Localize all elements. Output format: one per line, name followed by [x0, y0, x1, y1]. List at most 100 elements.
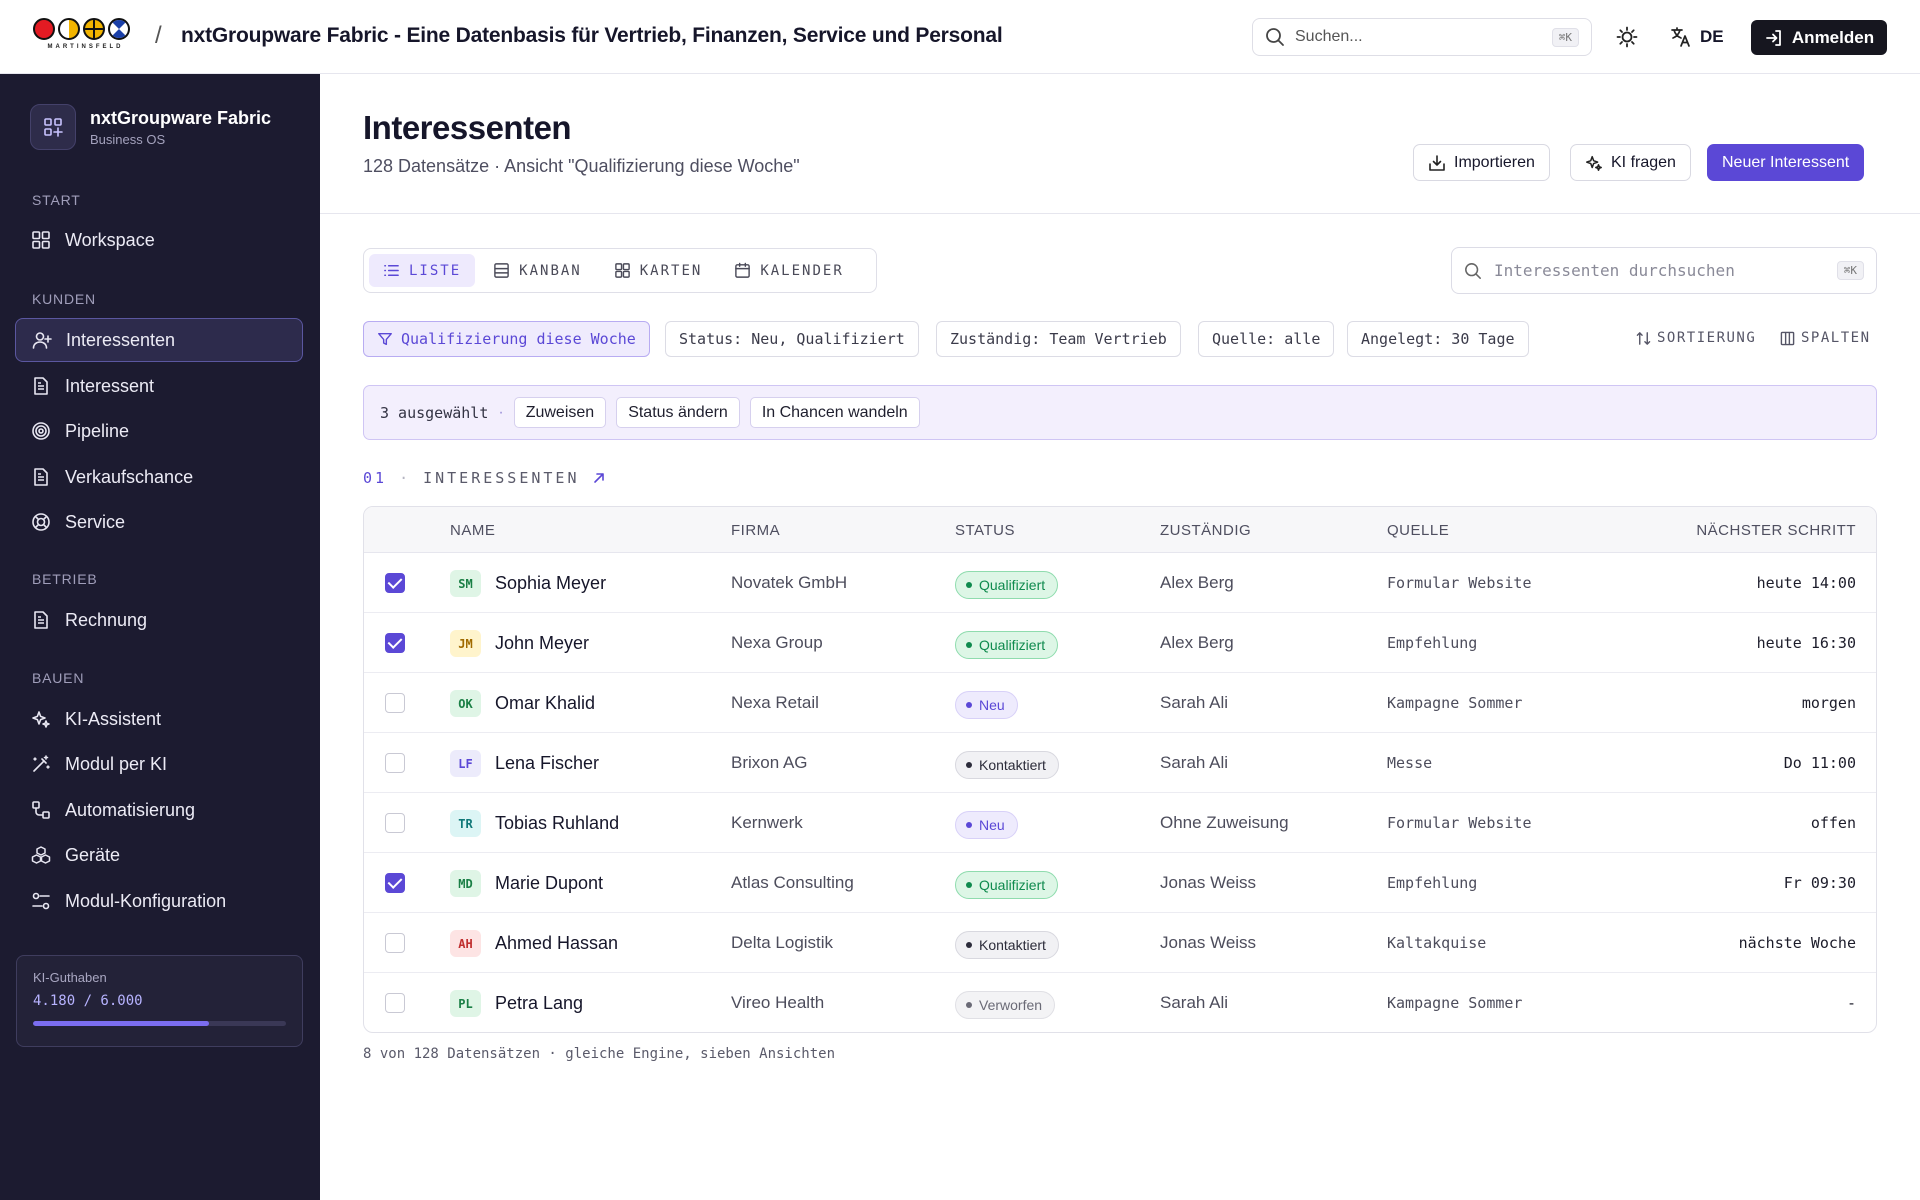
logo-wordmark: MARTINSFELD	[47, 44, 124, 50]
assign-button[interactable]: Zuweisen	[513, 397, 607, 428]
table-row[interactable]: TR Tobias Ruhland Kernwerk Neu Ohne Zuweisun…	[364, 793, 1876, 853]
filter-owner-chip[interactable]: Zuständig: Team Vertrieb	[936, 321, 1181, 357]
theme-toggle-button[interactable]	[1612, 22, 1642, 52]
lead-company: Vireo Health	[731, 993, 825, 1012]
column-header-name[interactable]: NAME	[450, 522, 496, 539]
lead-source: Kampagne Sommer	[1387, 694, 1523, 712]
row-checkbox[interactable]	[385, 993, 405, 1013]
table-row[interactable]: AH Ahmed Hassan Delta Logistik Kontaktiert J…	[364, 913, 1876, 973]
search-shortcut: ⌘K	[1551, 27, 1579, 47]
workspace-switcher[interactable]: nxtGroupware Fabric Business OS	[30, 104, 271, 150]
leads-search-input[interactable]: Interessenten durchsuchen ⌘K	[1451, 247, 1877, 294]
row-checkbox[interactable]	[385, 633, 405, 653]
lead-company: Novatek GmbH	[731, 573, 848, 592]
sidebar-item-modul-konfiguration[interactable]: Modul-Konfiguration	[15, 879, 303, 923]
lead-next-step: morgen	[1801, 694, 1856, 712]
workspace-subtitle: Business OS	[90, 131, 166, 147]
lead-name[interactable]: Petra Lang	[495, 993, 584, 1013]
columns-button[interactable]: SPALTEN	[1780, 330, 1871, 346]
row-checkbox[interactable]	[385, 753, 405, 773]
row-checkbox[interactable]	[385, 693, 405, 713]
row-checkbox[interactable]	[385, 573, 405, 593]
table-footer-note: 8 von 128 Datensätzen · gleiche Engine, …	[363, 1046, 836, 1062]
lead-owner: Jonas Weiss	[1160, 873, 1257, 892]
column-header-status[interactable]: STATUS	[955, 522, 1015, 539]
lead-next-step: heute 16:30	[1756, 634, 1856, 652]
table-row[interactable]: JM John Meyer Nexa Group Qualifiziert Alex B…	[364, 613, 1876, 673]
sidebar-item-verkaufschance[interactable]: Verkaufschance	[15, 455, 303, 499]
avatar: SM	[450, 570, 481, 597]
sort-icon	[1636, 331, 1651, 345]
sidebar-item-interessenten[interactable]: Interessenten	[15, 318, 303, 362]
arrow-up-right-icon[interactable]	[592, 471, 606, 485]
columns-icon	[1780, 331, 1795, 345]
lead-owner: Alex Berg	[1160, 633, 1234, 652]
tab-karten[interactable]: KARTEN	[600, 254, 717, 287]
lead-name[interactable]: John Meyer	[495, 633, 590, 653]
tab-kanban[interactable]: KANBAN	[479, 254, 596, 287]
filter-created-chip[interactable]: Angelegt: 30 Tage	[1347, 321, 1529, 357]
column-header-company[interactable]: FIRMA	[731, 522, 781, 539]
sidebar-item-service[interactable]: Service	[15, 500, 303, 544]
filter-status-chip[interactable]: Status: Neu, Qualifiziert	[665, 321, 919, 357]
lead-name[interactable]: Tobias Ruhland	[495, 813, 620, 833]
table-row[interactable]: OK Omar Khalid Nexa Retail Neu Sarah Ali Kamp…	[364, 673, 1876, 733]
status-badge: Neu	[955, 811, 1018, 839]
login-button[interactable]: Anmelden	[1751, 20, 1887, 55]
change-status-button[interactable]: Status ändern	[616, 397, 740, 428]
martinsfeld-logo[interactable]: MARTINSFELD	[33, 18, 138, 56]
sidebar-item-modul-per-ki[interactable]: Modul per KI	[15, 742, 303, 786]
new-lead-button[interactable]: Neuer Interessent	[1707, 144, 1865, 181]
tab-kalender[interactable]: KALENDER	[720, 254, 857, 287]
lead-name[interactable]: Sophia Meyer	[495, 573, 607, 593]
convert-to-opportunities-button[interactable]: In Chancen wandeln	[749, 397, 920, 428]
column-header-next-step[interactable]: NÄCHSTER SCHRITT	[1696, 522, 1856, 539]
lead-company: Nexa Group	[731, 633, 823, 652]
row-checkbox[interactable]	[385, 813, 405, 833]
tab-liste[interactable]: LISTE	[369, 254, 476, 287]
lead-name[interactable]: Ahmed Hassan	[495, 933, 619, 953]
sidebar-item-label: Verkaufschance	[65, 466, 194, 487]
workflow-icon	[32, 801, 50, 819]
global-search-input[interactable]: Suchen... ⌘K	[1252, 18, 1592, 56]
import-button[interactable]: Importieren	[1413, 144, 1550, 181]
filter-view-chip[interactable]: Qualifizierung diese Woche	[363, 321, 650, 357]
row-checkbox[interactable]	[385, 933, 405, 953]
sidebar-item-interessent[interactable]: Interessent	[15, 364, 303, 408]
lead-name[interactable]: Marie Dupont	[495, 873, 604, 893]
ai-credit-progress-fill	[33, 1021, 210, 1026]
lead-source: Kaltakquise	[1387, 934, 1487, 952]
row-checkbox[interactable]	[385, 873, 405, 893]
lead-source: Formular Website	[1387, 814, 1532, 832]
language-switcher[interactable]: DE	[1670, 22, 1724, 52]
status-badge-label: Verworfen	[979, 997, 1043, 1013]
sidebar-item-rechnung[interactable]: Rechnung	[15, 598, 303, 642]
ask-ai-button[interactable]: KI fragen	[1570, 144, 1691, 181]
sidebar-item-pipeline[interactable]: Pipeline	[15, 409, 303, 453]
workspace-icon	[30, 104, 76, 150]
sidebar-item-label: Modul-Konfiguration	[65, 890, 227, 911]
login-icon	[1766, 29, 1781, 46]
ai-credit-value: 4.180 / 6.000	[33, 993, 143, 1009]
sidebar-item-automatisierung[interactable]: Automatisierung	[15, 788, 303, 832]
table-row[interactable]: LF Lena Fischer Brixon AG Kontaktiert Sarah …	[364, 733, 1876, 793]
column-header-source[interactable]: QUELLE	[1387, 522, 1450, 539]
lead-company: Nexa Retail	[731, 693, 819, 712]
table-row[interactable]: MD Marie Dupont Atlas Consulting Qualifizie…	[364, 853, 1876, 913]
page-title: Interessenten	[363, 109, 572, 146]
sidebar-item-label: Pipeline	[65, 420, 130, 441]
sort-button[interactable]: SORTIERUNG	[1636, 330, 1756, 346]
column-header-owner[interactable]: ZUSTÄNDIG	[1160, 522, 1252, 539]
table-row[interactable]: PL Petra Lang Vireo Health Verworfen Sarah A…	[364, 973, 1876, 1032]
avatar: OK	[450, 690, 481, 717]
lead-name[interactable]: Omar Khalid	[495, 693, 596, 713]
assign-label: Zuweisen	[525, 403, 595, 421]
sidebar-item-workspace[interactable]: Workspace	[15, 218, 303, 262]
lead-name[interactable]: Lena Fischer	[495, 753, 600, 773]
filter-source-chip[interactable]: Quelle: alle	[1198, 321, 1335, 357]
avatar: LF	[450, 750, 481, 777]
sidebar-item-geraete[interactable]: Geräte	[15, 833, 303, 877]
sidebar-item-ki-assistent[interactable]: KI-Assistent	[15, 697, 303, 741]
table-row[interactable]: SM Sophia Meyer Novatek GmbH Qualifiziert Al…	[364, 553, 1876, 613]
section-separator: ·	[399, 469, 412, 487]
